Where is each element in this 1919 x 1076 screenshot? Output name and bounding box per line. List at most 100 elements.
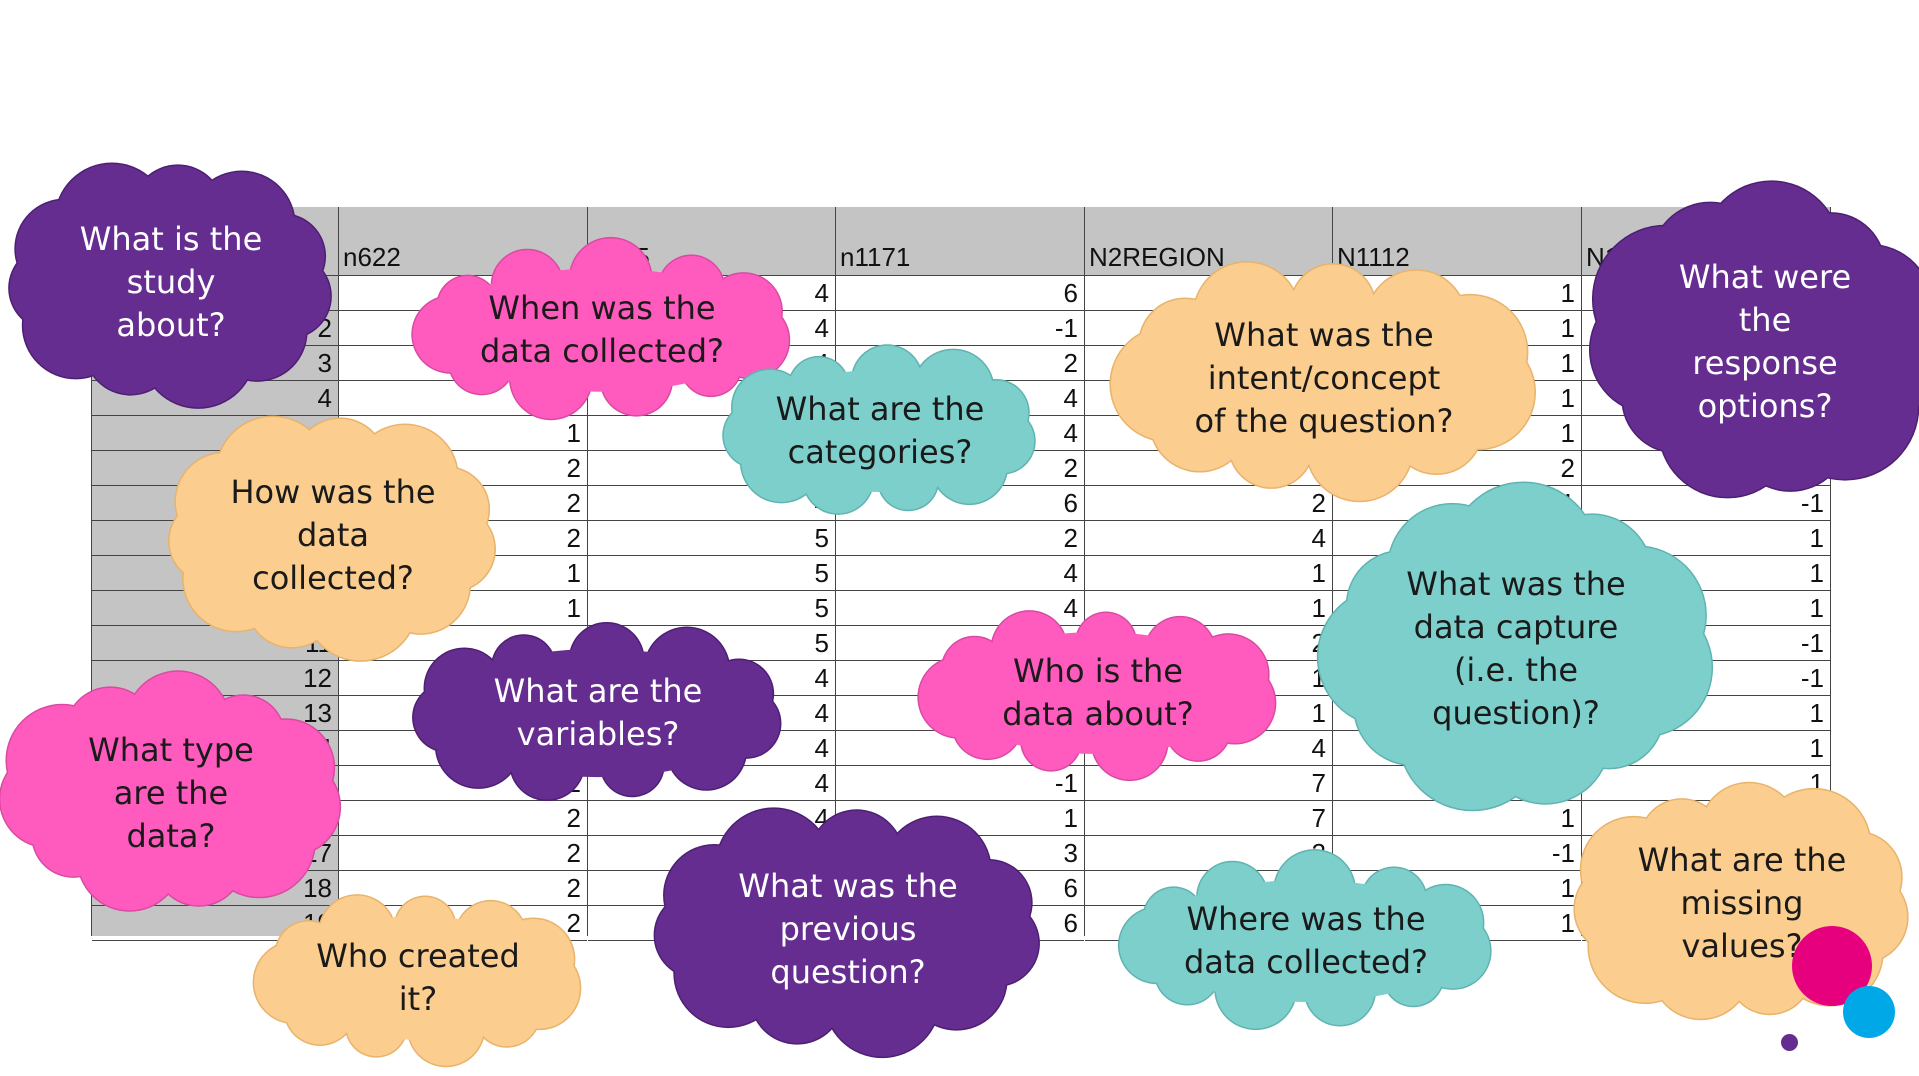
cloud-missing-values-text: What are the missing values? xyxy=(1637,840,1847,965)
table-cell: 7 xyxy=(1085,801,1332,836)
cloud-intent-text: What was the intent/concept of the quest… xyxy=(1194,315,1454,440)
table-cell: 1 xyxy=(1085,556,1332,591)
cloud-body xyxy=(741,370,1019,492)
table-cell: 7 xyxy=(1085,766,1332,801)
cloud-data-capture-text: What was the data capture (i.e. the ques… xyxy=(1406,565,1626,732)
cloud-shape xyxy=(1109,261,1537,503)
cloud-how-collected: How was the data collected? xyxy=(163,415,503,662)
table-cell xyxy=(1085,451,1332,486)
table-cell: -1 xyxy=(1582,486,1830,521)
table-cell xyxy=(588,381,835,416)
table-cell: 1 xyxy=(1582,731,1830,766)
cloud-who-created: Who created it? xyxy=(246,894,590,1068)
row-number: 18 xyxy=(92,871,338,906)
cloud-body xyxy=(1360,537,1672,761)
cloud-when-collected-text: When was the data collected? xyxy=(479,289,724,370)
cloud-shape xyxy=(653,807,1040,1059)
table-cell: -1 xyxy=(836,766,1084,801)
table-cell xyxy=(836,731,1084,766)
cloud-previous-question-text: What was the previous question? xyxy=(738,866,958,991)
cloud-when-collected: When was the data collected? xyxy=(391,236,813,421)
table-cell: 6 xyxy=(836,276,1084,311)
table-cell: 5 xyxy=(588,556,835,591)
table-cell: 2 xyxy=(836,521,1084,556)
purple-decor-dot xyxy=(1781,1034,1798,1051)
cloud-body xyxy=(1147,291,1501,465)
table-cell: 4 xyxy=(836,556,1084,591)
cloud-body xyxy=(676,841,1020,1017)
cloud-response-options: What were the response options? xyxy=(1588,180,1919,499)
column-header: N1112 xyxy=(1333,207,1581,276)
cloud-where-collected: Where was the data collected? xyxy=(1098,849,1514,1031)
table-cell: 4 xyxy=(588,766,835,801)
cloud-body xyxy=(944,632,1252,754)
cloud-body xyxy=(1142,880,1470,1002)
cloud-data-capture: What was the data capture (i.e. the ques… xyxy=(1316,481,1714,812)
cloud-previous-question: What was the previous question? xyxy=(638,807,1058,1059)
table-cell: 2 xyxy=(339,801,587,836)
table-cell: 4 xyxy=(836,591,1084,626)
cloud-how-collected-text: How was the data collected? xyxy=(230,472,436,597)
table-cell: 5 xyxy=(588,591,835,626)
table-cell: 2 xyxy=(1333,451,1581,486)
cloud-body xyxy=(436,268,768,392)
table-cell: 5 xyxy=(588,521,835,556)
cloud-shape xyxy=(168,415,496,662)
cloud-data-type-text: What type are the data? xyxy=(88,730,254,855)
cloud-who-about: Who is the data about? xyxy=(904,610,1292,782)
table-cell: -1 xyxy=(836,311,1084,346)
table-cell: 4 xyxy=(1085,521,1332,556)
table-cell: 2 xyxy=(339,836,587,871)
cloud-study-about-text: What is the study about? xyxy=(79,219,263,344)
cloud-shape xyxy=(0,670,342,912)
column-header: N2REGION xyxy=(1085,207,1332,276)
cloud-shape xyxy=(1117,849,1492,1031)
cloud-body xyxy=(280,916,556,1040)
table-cell: 1 xyxy=(1582,556,1830,591)
cloud-intent: What was the intent/concept of the quest… xyxy=(1106,261,1542,503)
table-cell: -1 xyxy=(1333,836,1581,871)
table-cell xyxy=(588,416,835,451)
column-header: n622 xyxy=(339,207,587,276)
table-cell xyxy=(339,381,587,416)
table-cell: 1 xyxy=(339,591,587,626)
cloud-categories: What are the categories? xyxy=(707,344,1053,515)
table-cell: 4 xyxy=(1085,731,1332,766)
cloud-shape xyxy=(1316,481,1714,812)
table-cell: 1 xyxy=(1333,801,1581,836)
column-header-label: n622 xyxy=(343,242,401,272)
table-cell: 1 xyxy=(1582,696,1830,731)
cloud-who-about-text: Who is the data about? xyxy=(1002,652,1194,733)
cloud-body xyxy=(28,708,314,878)
cloud-shape xyxy=(411,236,791,421)
cloud-response-options-text: What were the response options? xyxy=(1678,258,1852,425)
cloud-data-type: What type are the data? xyxy=(0,670,342,912)
column-header-label: N2REGION xyxy=(1089,242,1225,272)
cloud-variables: What are the variables? xyxy=(388,621,808,802)
cloud-where-collected-text: Where was the data collected? xyxy=(1183,900,1428,981)
cloud-variables-text: What are the variables? xyxy=(493,672,703,753)
cloud-shape xyxy=(8,162,332,409)
cloud-shape xyxy=(917,610,1277,782)
cloud-body xyxy=(31,196,311,368)
cloud-shape xyxy=(1588,180,1919,499)
table-cell: 1 xyxy=(339,416,587,451)
cloud-shape xyxy=(722,344,1036,515)
table-cell: 1 xyxy=(1582,521,1830,556)
cloud-shape xyxy=(412,621,782,802)
cloud-categories-text: What are the categories? xyxy=(775,390,985,471)
cloud-shape xyxy=(252,894,582,1068)
table-cell: 6 xyxy=(836,486,1084,521)
column-header: n1171 xyxy=(836,207,1084,276)
table-cell: 2 xyxy=(339,871,587,906)
data-column: n1171 6 -1 2 4 4 2 6 2 4 4 -1 1 3 6 6 xyxy=(836,207,1085,941)
cloud-who-created-text: Who created it? xyxy=(316,937,520,1018)
cloud-body xyxy=(432,648,764,778)
cloud-body xyxy=(1628,230,1902,454)
cloud-body xyxy=(191,449,475,621)
blue-decor-circle xyxy=(1843,986,1895,1038)
row-number: 4 xyxy=(92,381,338,416)
table-cell xyxy=(588,451,835,486)
table-cell: 1 xyxy=(1085,591,1332,626)
cloud-study-about: What is the study about? xyxy=(4,162,338,409)
